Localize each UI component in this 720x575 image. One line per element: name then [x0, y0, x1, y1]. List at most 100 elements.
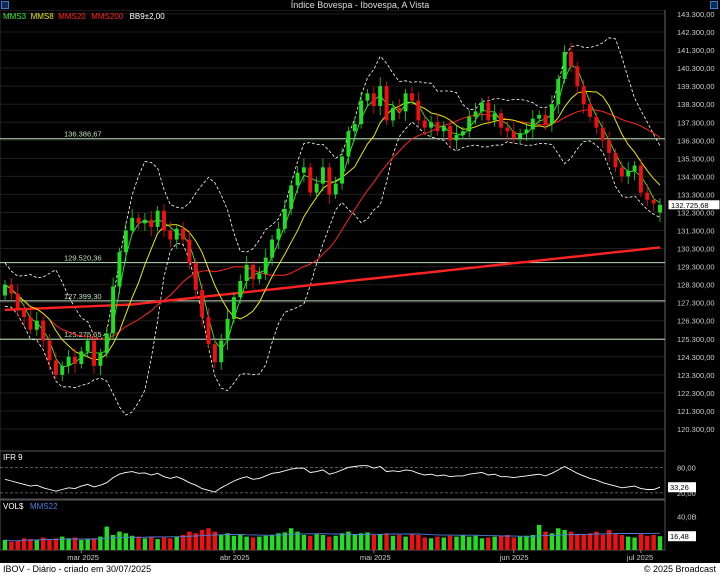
candle	[15, 293, 20, 309]
price-tick-label: 130.300,00	[677, 245, 715, 254]
candle	[390, 107, 395, 121]
window-menu-icon[interactable]	[1, 1, 9, 9]
candle	[429, 122, 434, 128]
chart-area[interactable]: 120.300,00 121.300,00 122.300,00 123.300,00…	[0, 10, 720, 563]
candle	[397, 107, 402, 112]
candle	[104, 333, 109, 354]
candle	[588, 104, 593, 117]
candle	[479, 102, 484, 112]
candle	[9, 284, 14, 294]
candle	[136, 217, 141, 224]
volume-plot-frame	[0, 499, 666, 551]
month-tick-label: jul 2025	[626, 553, 653, 562]
candle	[486, 102, 491, 121]
candle	[123, 230, 128, 253]
volume-bar	[301, 534, 307, 550]
volume-bar	[85, 539, 90, 550]
candle	[518, 133, 523, 139]
ifr-line	[4, 465, 661, 493]
candle	[562, 51, 567, 79]
candle	[435, 122, 440, 132]
candle	[149, 219, 154, 227]
support-line-label: 127.399,30	[64, 292, 102, 301]
volume-bar	[606, 529, 612, 550]
month-tick-label: abr 2025	[220, 553, 250, 562]
candle	[467, 116, 472, 132]
candle	[251, 264, 255, 280]
legend-mms8: MMS8	[31, 12, 55, 21]
volume-bar	[435, 536, 440, 550]
price-tick-label: 139.300,00	[677, 82, 715, 91]
volume-bar	[308, 535, 313, 550]
volume-bar	[244, 536, 249, 550]
candle	[85, 340, 90, 352]
candle	[378, 86, 383, 107]
volume-bar	[625, 536, 631, 550]
price-tick-label: 122.300,00	[677, 389, 715, 398]
volume-bar	[358, 533, 364, 550]
price-tick-label: 143.300,00	[677, 10, 715, 19]
volume-bar	[129, 535, 135, 550]
volume-bar	[403, 536, 408, 550]
volume-bar	[536, 524, 542, 550]
volume-bar	[365, 532, 370, 550]
price-tick-label: 121.300,00	[677, 407, 715, 416]
volume-bar	[466, 536, 472, 550]
candle	[181, 228, 186, 240]
candle	[352, 124, 357, 132]
volume-bar	[346, 531, 351, 550]
volume-bar	[530, 534, 536, 550]
candle	[600, 127, 605, 141]
volume-bar	[276, 533, 281, 550]
ifr-tick-label: 80,00	[677, 463, 696, 472]
candle	[142, 219, 147, 224]
legend-bb9200: BB9±2,00	[130, 12, 166, 21]
candle	[416, 100, 421, 121]
candle	[22, 308, 27, 318]
volume-bar	[218, 534, 224, 550]
candle	[60, 365, 65, 375]
volume-bar	[390, 535, 396, 550]
volume-bar	[66, 538, 71, 550]
volume-panel[interactable]: VOL$ MMS22 40,0B 16,48	[0, 499, 697, 551]
maximize-icon[interactable]	[710, 1, 718, 9]
volume-bar	[212, 531, 218, 550]
candle	[549, 104, 554, 125]
candle	[537, 115, 542, 119]
candle	[257, 273, 262, 280]
candle	[658, 204, 662, 213]
volume-bar	[352, 534, 357, 550]
candle	[263, 257, 268, 274]
candle	[422, 120, 427, 128]
volume-bar	[123, 533, 129, 550]
legend-mms200: MMS200	[91, 12, 124, 21]
volume-bar	[257, 536, 262, 550]
volume-bar	[327, 536, 332, 550]
price-tick-label: 141.300,00	[677, 46, 715, 55]
volume-title: VOL$	[3, 502, 24, 511]
price-tick-label: 123.300,00	[677, 371, 715, 380]
candle	[327, 167, 332, 195]
volume-bar	[422, 537, 427, 550]
last-price-label: 132.725,68	[671, 201, 709, 210]
volume-bar	[492, 536, 497, 550]
candle	[384, 86, 389, 121]
candle	[117, 252, 122, 287]
candle	[473, 111, 478, 117]
candle	[168, 230, 173, 240]
candle	[365, 93, 370, 101]
candle	[556, 78, 561, 105]
candle	[460, 131, 465, 135]
candle	[346, 131, 351, 157]
volume-bar	[238, 534, 243, 550]
volume-bar	[581, 534, 586, 550]
candle	[66, 356, 71, 366]
candle	[410, 93, 414, 101]
candle	[448, 125, 453, 141]
volume-bar	[460, 534, 466, 550]
volume-last-label: 16,48	[670, 532, 689, 541]
price-tick-label: 140.300,00	[677, 64, 715, 73]
candle	[270, 239, 275, 258]
price-panel[interactable]: 120.300,00 121.300,00 122.300,00 123.300,00…	[0, 10, 720, 452]
